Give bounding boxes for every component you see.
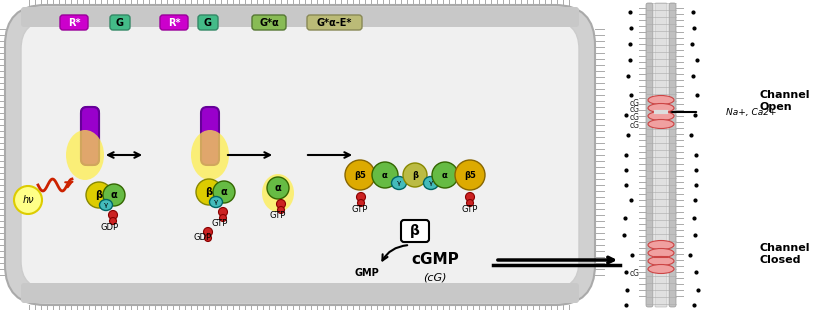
Text: α: α bbox=[382, 170, 388, 179]
Ellipse shape bbox=[455, 160, 485, 190]
Ellipse shape bbox=[267, 177, 289, 199]
Text: γ: γ bbox=[214, 199, 218, 205]
Circle shape bbox=[219, 207, 227, 216]
Circle shape bbox=[466, 193, 474, 202]
FancyBboxPatch shape bbox=[646, 3, 653, 307]
FancyBboxPatch shape bbox=[669, 3, 676, 307]
Ellipse shape bbox=[648, 241, 674, 250]
Text: β: β bbox=[410, 224, 420, 238]
Ellipse shape bbox=[648, 119, 674, 129]
Text: cG: cG bbox=[630, 105, 640, 114]
FancyBboxPatch shape bbox=[160, 15, 188, 30]
Text: Na+, Ca2+: Na+, Ca2+ bbox=[726, 108, 776, 117]
FancyBboxPatch shape bbox=[81, 107, 99, 165]
Text: cG: cG bbox=[630, 113, 640, 122]
Ellipse shape bbox=[66, 130, 104, 180]
Text: cGMP: cGMP bbox=[411, 253, 459, 268]
FancyBboxPatch shape bbox=[21, 283, 579, 303]
Ellipse shape bbox=[262, 174, 294, 212]
Circle shape bbox=[467, 200, 473, 206]
Text: G: G bbox=[204, 18, 212, 28]
Circle shape bbox=[14, 186, 42, 214]
Text: Channel: Channel bbox=[760, 243, 810, 253]
Text: β: β bbox=[96, 190, 102, 200]
FancyBboxPatch shape bbox=[655, 3, 667, 307]
Text: GDP: GDP bbox=[101, 223, 119, 232]
Text: β5: β5 bbox=[464, 170, 476, 179]
Ellipse shape bbox=[403, 163, 427, 187]
Ellipse shape bbox=[648, 264, 674, 273]
Ellipse shape bbox=[648, 256, 674, 265]
Text: α: α bbox=[274, 183, 282, 193]
Text: R*: R* bbox=[68, 18, 80, 28]
Ellipse shape bbox=[196, 179, 222, 205]
Ellipse shape bbox=[210, 197, 222, 207]
Circle shape bbox=[220, 215, 226, 222]
Ellipse shape bbox=[648, 95, 674, 104]
Ellipse shape bbox=[372, 162, 398, 188]
Ellipse shape bbox=[345, 160, 375, 190]
Ellipse shape bbox=[424, 176, 439, 189]
FancyBboxPatch shape bbox=[60, 15, 88, 30]
FancyBboxPatch shape bbox=[81, 107, 99, 165]
FancyBboxPatch shape bbox=[110, 15, 130, 30]
Text: β5: β5 bbox=[354, 170, 366, 179]
Circle shape bbox=[277, 200, 286, 209]
Ellipse shape bbox=[432, 162, 458, 188]
Text: β: β bbox=[206, 187, 212, 197]
Text: GTP: GTP bbox=[270, 210, 286, 219]
Text: cG: cG bbox=[630, 99, 640, 108]
Text: G: G bbox=[116, 18, 124, 28]
FancyBboxPatch shape bbox=[401, 220, 429, 242]
FancyBboxPatch shape bbox=[21, 7, 579, 27]
Circle shape bbox=[108, 210, 117, 219]
Circle shape bbox=[203, 228, 212, 237]
Text: GMP: GMP bbox=[354, 268, 379, 278]
Text: γ: γ bbox=[429, 180, 433, 186]
FancyBboxPatch shape bbox=[198, 15, 218, 30]
Ellipse shape bbox=[213, 181, 235, 203]
Text: α: α bbox=[221, 187, 227, 197]
Text: cG: cG bbox=[630, 121, 640, 130]
Text: hν: hν bbox=[22, 195, 34, 205]
Ellipse shape bbox=[648, 249, 674, 258]
Text: (cG): (cG) bbox=[423, 272, 447, 282]
Text: α: α bbox=[111, 190, 117, 200]
Circle shape bbox=[357, 193, 365, 202]
Ellipse shape bbox=[648, 112, 674, 121]
Text: Closed: Closed bbox=[760, 255, 801, 265]
Ellipse shape bbox=[648, 104, 674, 113]
Text: GDP: GDP bbox=[194, 233, 212, 242]
Ellipse shape bbox=[99, 200, 112, 210]
Text: α: α bbox=[442, 170, 448, 179]
Text: cG: cG bbox=[630, 268, 640, 277]
FancyBboxPatch shape bbox=[252, 15, 286, 30]
Circle shape bbox=[110, 218, 116, 224]
Text: β: β bbox=[412, 170, 418, 179]
Text: GTP: GTP bbox=[462, 206, 478, 215]
Circle shape bbox=[358, 200, 364, 206]
FancyBboxPatch shape bbox=[307, 15, 362, 30]
FancyBboxPatch shape bbox=[5, 5, 595, 305]
Text: γ: γ bbox=[104, 202, 108, 208]
Text: Channel: Channel bbox=[760, 90, 810, 100]
Text: G*α: G*α bbox=[259, 18, 279, 28]
Text: G*α-E*: G*α-E* bbox=[316, 18, 352, 28]
Text: R*: R* bbox=[168, 18, 180, 28]
Text: GTP: GTP bbox=[352, 206, 368, 215]
Ellipse shape bbox=[392, 176, 406, 189]
FancyBboxPatch shape bbox=[21, 21, 579, 289]
Ellipse shape bbox=[103, 184, 125, 206]
Text: Open: Open bbox=[760, 102, 793, 112]
Circle shape bbox=[205, 234, 211, 241]
Ellipse shape bbox=[86, 182, 112, 208]
Text: γ: γ bbox=[397, 180, 401, 186]
Text: GTP: GTP bbox=[211, 219, 228, 228]
Ellipse shape bbox=[191, 130, 229, 180]
Circle shape bbox=[278, 206, 284, 214]
FancyBboxPatch shape bbox=[201, 107, 219, 165]
